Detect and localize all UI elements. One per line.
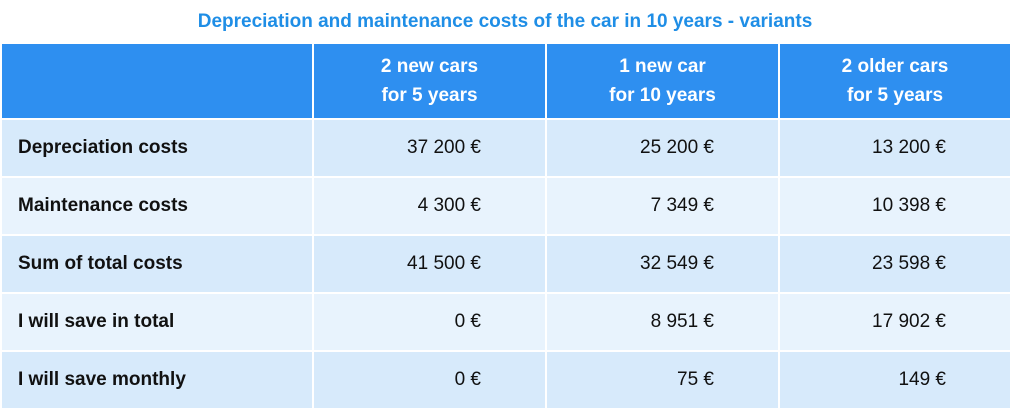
header-line: for 10 years — [609, 85, 716, 106]
corner-cell — [2, 44, 312, 118]
cost-value: 23 598 € — [780, 236, 1010, 292]
cost-value: 32 549 € — [547, 236, 778, 292]
cost-value: 4 300 € — [314, 178, 545, 234]
cost-value: 41 500 € — [314, 236, 545, 292]
cost-value: 149 € — [780, 352, 1010, 408]
cost-value: 0 € — [314, 352, 545, 408]
row-label: I will save monthly — [2, 352, 312, 408]
cost-value: 17 902 € — [780, 294, 1010, 350]
header-line: 1 new car — [619, 56, 706, 77]
header-line: 2 new cars — [380, 56, 479, 77]
cost-value: 13 200 € — [780, 120, 1010, 176]
row-label: Depreciation costs — [2, 120, 312, 176]
cost-value: 75 € — [547, 352, 778, 408]
column-header: 2 older cars for 5 years — [780, 44, 1010, 118]
table-title: Depreciation and maintenance costs of th… — [197, 11, 813, 32]
header-line: for 5 years — [381, 85, 478, 106]
row-label: I will save in total — [2, 294, 312, 350]
column-header: 2 new cars for 5 years — [314, 44, 545, 118]
cost-value: 7 349 € — [547, 178, 778, 234]
row-label: Maintenance costs — [2, 178, 312, 234]
cost-value: 8 951 € — [547, 294, 778, 350]
cost-value: 10 398 € — [780, 178, 1010, 234]
header-line: 2 older cars — [841, 56, 949, 77]
cost-table: 2 new cars for 5 years 1 new car for 10 yea… — [0, 44, 1010, 408]
cost-value: 0 € — [314, 294, 545, 350]
row-label: Sum of total costs — [2, 236, 312, 292]
cost-value: 25 200 € — [547, 120, 778, 176]
header-line: for 5 years — [846, 85, 944, 106]
cost-value: 37 200 € — [314, 120, 545, 176]
column-header: 1 new car for 10 years — [547, 44, 778, 118]
